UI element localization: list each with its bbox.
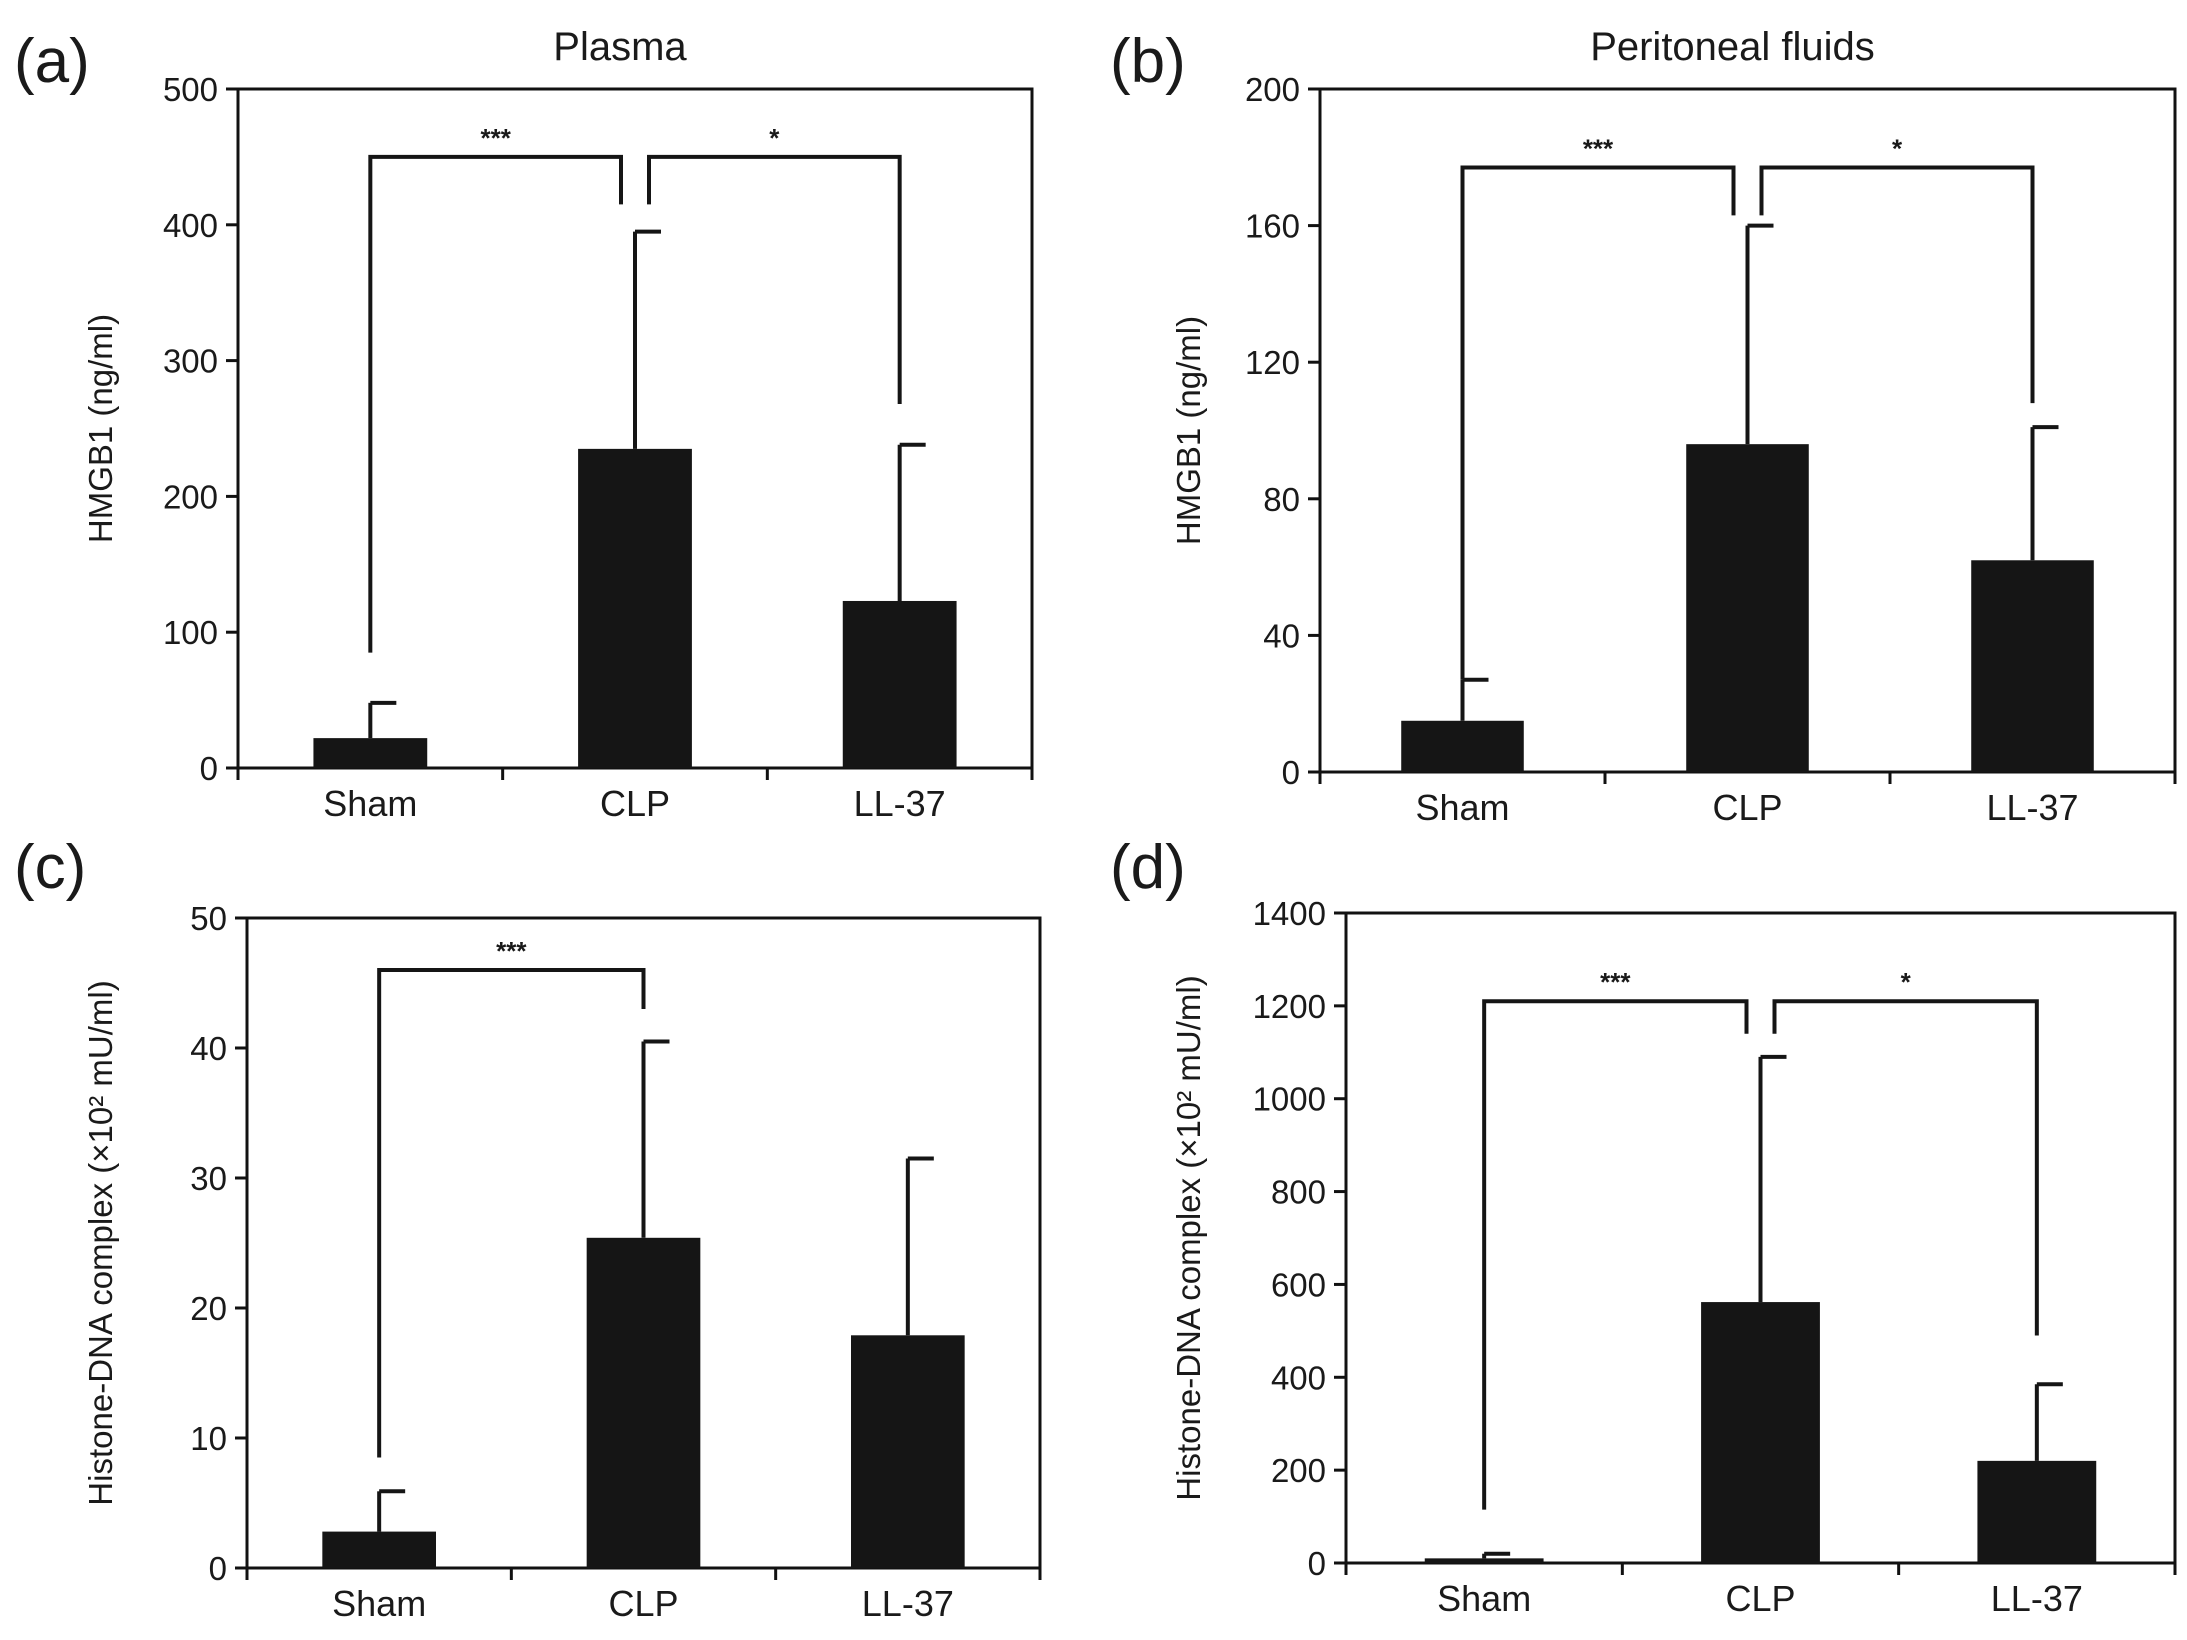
y-tick-label: 80 <box>1263 481 1300 518</box>
y-tick-label: 0 <box>200 750 218 787</box>
significance-bracket <box>377 968 646 1458</box>
panel-label: (c) <box>14 833 86 902</box>
bar-clp <box>1701 1302 1820 1563</box>
x-tick-label: CLP <box>600 783 670 824</box>
x-tick-label: Sham <box>332 1583 426 1624</box>
y-tick-label: 200 <box>1271 1452 1326 1489</box>
y-tick-label: 0 <box>209 1550 227 1587</box>
bar-ll-37 <box>1971 560 2094 772</box>
bar-clp <box>586 1237 701 1568</box>
x-tick-label: LL-37 <box>862 1583 954 1624</box>
y-tick-label: 1200 <box>1253 988 1326 1025</box>
y-tick-label: 200 <box>1245 71 1300 108</box>
y-tick-label: 0 <box>1282 754 1300 791</box>
x-tick-label: Sham <box>1415 787 1509 828</box>
significance-label: * <box>1892 134 1903 164</box>
significance-label: *** <box>496 936 527 966</box>
significance-label: *** <box>1600 967 1631 997</box>
significance-label: * <box>769 123 780 153</box>
significance-label: *** <box>480 123 511 153</box>
y-tick-label: 100 <box>163 614 218 651</box>
y-tick-label: 30 <box>190 1160 227 1197</box>
y-axis-label: HMGB1 (ng/ml) <box>82 314 119 543</box>
y-tick-label: 120 <box>1245 344 1300 381</box>
bar-sham <box>313 738 428 768</box>
bar-clp <box>578 448 692 768</box>
panel-label: (b) <box>1110 27 1186 96</box>
chart-panel-3: (d) 0 200 400 600 800 1000 1200 1400 Sham CLP LL-37… <box>1110 833 2177 1619</box>
x-tick-label: CLP <box>1725 1578 1795 1619</box>
y-axis-label: Histone-DNA complex (×10² mU/ml) <box>82 980 119 1505</box>
y-tick-label: 160 <box>1245 208 1300 245</box>
y-tick-label: 1400 <box>1253 895 1326 932</box>
bar-ll-37 <box>842 600 957 768</box>
x-tick-label: LL-37 <box>1991 1578 2083 1619</box>
significance-bracket <box>1482 999 1749 1510</box>
significance-bracket <box>1772 999 2039 1336</box>
y-tick-label: 200 <box>163 478 218 515</box>
significance-bracket <box>647 154 902 405</box>
x-tick-label: LL-37 <box>1986 787 2078 828</box>
y-tick-label: 300 <box>163 343 218 380</box>
y-tick-label: 50 <box>190 900 227 937</box>
bar-clp <box>1686 444 1809 772</box>
chart-title: Peritoneal fluids <box>1590 25 1875 69</box>
significance-bracket <box>1460 165 1736 680</box>
x-tick-label: Sham <box>323 783 417 824</box>
bar-ll-37 <box>851 1335 965 1568</box>
y-tick-label: 400 <box>163 207 218 244</box>
bar-sham <box>322 1531 436 1568</box>
chart-panel-0: (a) Plasma 0 100 200 300 400 500 Sham CLP LL-37 HMG… <box>14 25 1034 824</box>
y-tick-label: 400 <box>1271 1359 1326 1396</box>
y-axis-label: HMGB1 (ng/ml) <box>1170 316 1207 545</box>
significance-label: * <box>1901 967 1912 997</box>
panel-label: (a) <box>14 27 90 96</box>
panel-label: (d) <box>1110 833 1186 902</box>
bar-sham <box>1424 1558 1544 1563</box>
y-axis-label: Histone-DNA complex (×10² mU/ml) <box>1170 975 1207 1500</box>
y-tick-label: 0 <box>1308 1545 1326 1582</box>
chart-title: Plasma <box>553 25 687 69</box>
significance-bracket <box>1759 165 2035 404</box>
x-tick-label: LL-37 <box>854 783 946 824</box>
y-tick-label: 40 <box>1263 617 1300 654</box>
y-tick-label: 800 <box>1271 1174 1326 1211</box>
bar-sham <box>1401 720 1524 772</box>
chart-panel-2: (c) 0 10 20 30 40 50 Sham CLP LL-37 Histone-DNA co… <box>14 833 1042 1624</box>
y-tick-label: 1000 <box>1253 1081 1326 1118</box>
y-tick-label: 10 <box>190 1420 227 1457</box>
bar-ll-37 <box>1977 1460 2097 1563</box>
y-tick-label: 500 <box>163 71 218 108</box>
chart-panel-1: (b) Peritoneal fluids 0 40 80 120 160 200 Sham CL… <box>1110 25 2177 828</box>
y-tick-label: 20 <box>190 1290 227 1327</box>
significance-bracket <box>368 154 623 653</box>
significance-label: *** <box>1583 134 1614 164</box>
y-tick-label: 40 <box>190 1030 227 1067</box>
x-tick-label: Sham <box>1437 1578 1531 1619</box>
y-tick-label: 600 <box>1271 1266 1326 1303</box>
x-tick-label: CLP <box>608 1583 678 1624</box>
x-tick-label: CLP <box>1712 787 1782 828</box>
